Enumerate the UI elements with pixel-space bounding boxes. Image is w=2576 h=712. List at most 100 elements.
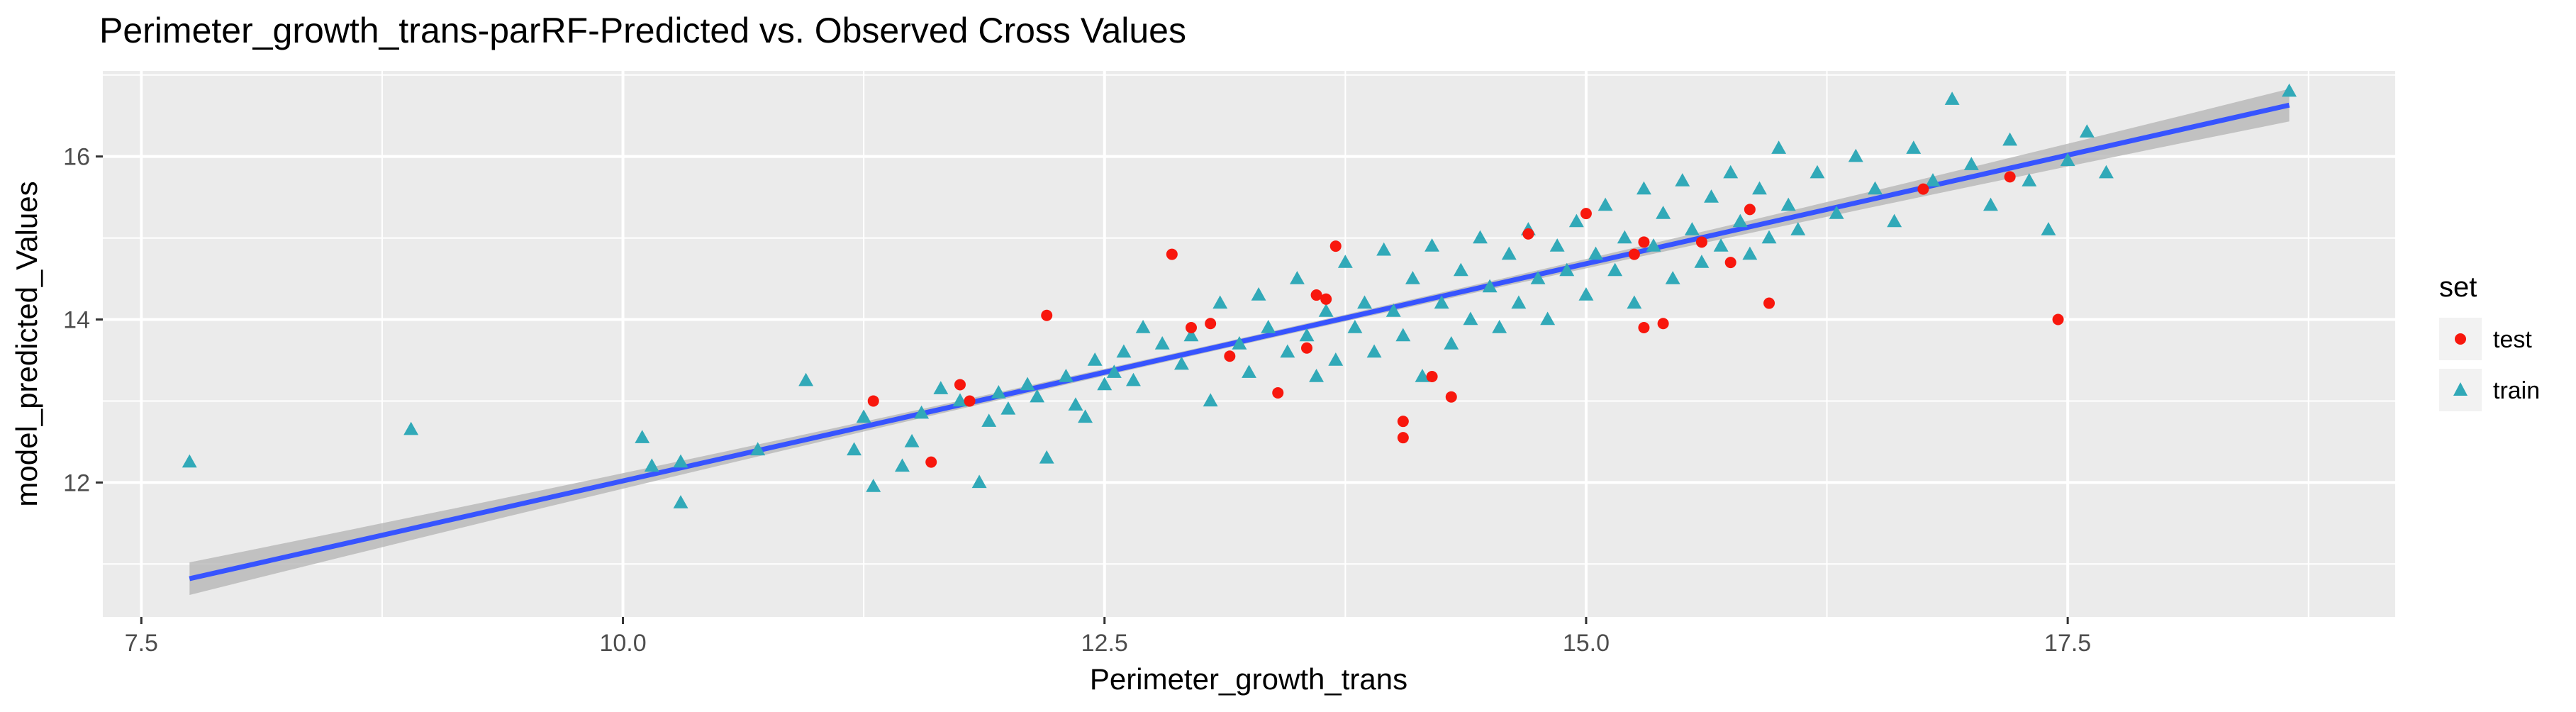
point-train	[1087, 352, 1103, 366]
point-train	[1887, 213, 1902, 228]
point-train	[1328, 352, 1344, 366]
point-train	[1453, 262, 1468, 277]
legend-symbol-test	[2455, 333, 2466, 345]
grid-minor	[103, 71, 2395, 617]
point-train	[1463, 311, 1478, 326]
point-train	[750, 442, 766, 456]
point-test	[867, 395, 879, 407]
y-axis-title: model_predicted_Values	[10, 181, 43, 506]
x-axis-title: Perimeter_growth_trans	[1090, 662, 1407, 696]
x-tick-label: 17.5	[2044, 630, 2091, 657]
point-train	[1261, 320, 1276, 333]
point-train	[1154, 336, 1170, 350]
point-test	[1744, 204, 1756, 216]
point-train	[1309, 369, 1324, 382]
point-train	[1242, 365, 1256, 378]
point-train	[1704, 189, 1719, 203]
point-train	[1290, 271, 1305, 284]
point-train	[1530, 271, 1546, 284]
point-test	[1522, 228, 1534, 240]
point-train	[952, 393, 968, 407]
point-train	[1963, 157, 1979, 170]
point-train	[1366, 344, 1382, 358]
point-train	[673, 495, 688, 508]
point-train	[1299, 328, 1315, 342]
point-train	[182, 454, 197, 468]
point-train	[1078, 409, 1093, 423]
point-train	[1068, 397, 1083, 411]
point-train	[1637, 181, 1651, 195]
point-train	[1482, 279, 1498, 293]
point-train	[1598, 197, 1613, 211]
legend-label-train: train	[2493, 377, 2540, 404]
point-train	[1212, 295, 1228, 309]
point-test	[1301, 342, 1313, 354]
point-train	[1675, 173, 1690, 187]
point-train	[1665, 271, 1680, 284]
point-train	[2041, 222, 2056, 235]
point-train	[1810, 165, 1825, 179]
point-test	[1657, 318, 1669, 330]
point-train	[2099, 165, 2114, 179]
point-train	[1473, 230, 1488, 244]
chart-title: Perimeter_growth_trans-parRF-Predicted v…	[99, 11, 1186, 50]
point-train	[798, 372, 814, 386]
point-train	[1280, 344, 1295, 358]
point-train	[981, 413, 997, 427]
point-train	[1415, 369, 1430, 382]
point-test	[1397, 432, 1409, 444]
point-test	[1445, 391, 1457, 403]
point-test	[1638, 236, 1650, 248]
point-train	[1771, 140, 1787, 154]
point-train	[1000, 401, 1016, 415]
point-train	[1395, 328, 1411, 342]
point-train	[1492, 320, 1507, 333]
point-train	[971, 474, 987, 489]
point-train	[1790, 222, 1806, 235]
point-train	[1568, 213, 1584, 228]
point-train	[1829, 206, 1844, 219]
point-train	[1039, 450, 1054, 464]
point-train	[1694, 255, 1710, 268]
point-train	[1203, 393, 1218, 407]
point-train	[1232, 336, 1247, 350]
point-train	[1732, 213, 1748, 228]
point-test	[1397, 416, 1409, 428]
point-train	[1116, 344, 1132, 358]
point-test	[1166, 248, 1178, 260]
point-test	[1638, 322, 1650, 334]
point-test	[1426, 370, 1438, 382]
point-test	[1205, 318, 1217, 330]
point-train	[1030, 389, 1045, 403]
point-train	[1405, 271, 1420, 284]
point-train	[1742, 246, 1758, 260]
point-train	[1357, 295, 1372, 309]
point-train	[1251, 287, 1266, 301]
points-layer	[182, 83, 2297, 508]
legend-title: set	[2439, 272, 2477, 303]
point-train	[1588, 246, 1603, 260]
point-train	[635, 430, 650, 443]
legend-label-test: test	[2493, 326, 2532, 353]
point-test	[1917, 183, 1929, 195]
point-train	[1376, 242, 1392, 256]
point-train	[1347, 320, 1363, 333]
point-test	[925, 456, 937, 468]
point-train	[1540, 311, 1556, 326]
point-test	[1310, 289, 1322, 301]
point-train	[2060, 152, 2075, 167]
point-train	[1607, 262, 1623, 277]
point-train	[644, 458, 659, 472]
point-train	[1059, 369, 1074, 382]
point-test	[1763, 297, 1775, 309]
point-train	[1174, 356, 1189, 370]
grid-major	[103, 71, 2395, 617]
point-train	[1761, 230, 1777, 244]
point-train	[1925, 173, 1941, 187]
point-train	[1713, 238, 1729, 252]
y-tick-label: 16	[63, 144, 90, 171]
point-train	[847, 442, 862, 456]
x-axis-ticks: 7.5 10.0 12.5 15.0 17.5	[125, 617, 2091, 657]
point-train	[1578, 287, 1594, 301]
point-test	[1320, 293, 1332, 305]
